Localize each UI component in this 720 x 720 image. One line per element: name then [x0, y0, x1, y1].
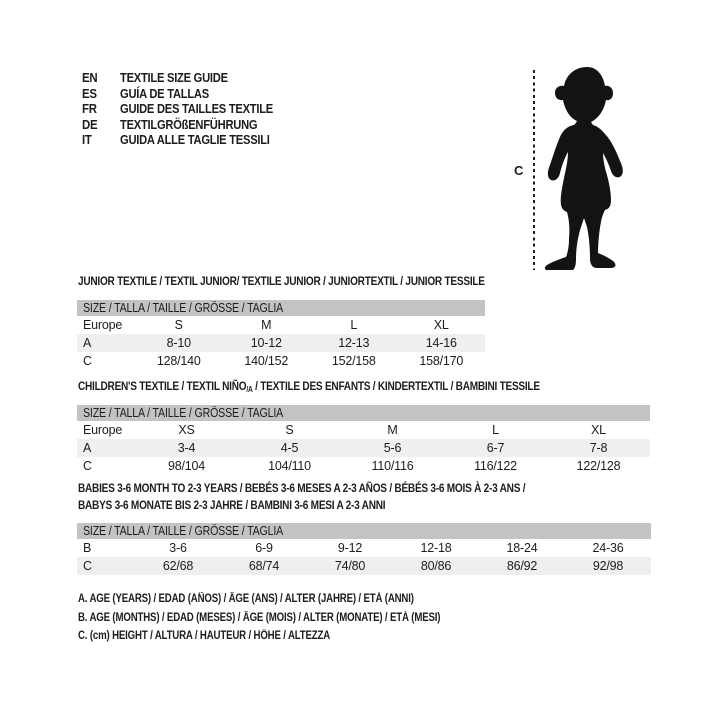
- cell: 3-4: [135, 439, 238, 457]
- children-table-title: CHILDREN'S TEXTILE / TEXTIL NIÑO/A / TEX…: [78, 378, 540, 399]
- table-row: A 3-4 4-5 5-6 6-7 7-8: [77, 439, 650, 457]
- cell: S: [174, 318, 183, 332]
- cell: 62/68: [135, 557, 221, 575]
- row-label: B: [83, 541, 92, 555]
- cell: 6-9: [255, 541, 273, 555]
- table-header-label: SIZE / TALLA / TAILLE / GRÖSSE / TAGLIA: [83, 301, 284, 315]
- table-row: A 8-10 10-12 12-13 14-16: [77, 334, 485, 352]
- legend-line-c: C. (cm) HEIGHT / ALTURA / HAUTEUR / HÖHE…: [78, 630, 331, 642]
- table-row: Europe S M L XL: [77, 316, 485, 334]
- cell: 74/80: [307, 557, 393, 575]
- language-code: ES: [82, 85, 97, 101]
- cell: M: [387, 423, 398, 437]
- cell: S: [285, 423, 294, 437]
- cell: 24-36: [592, 541, 624, 555]
- cell: XL: [433, 318, 449, 332]
- cell: 152/158: [331, 354, 376, 368]
- cell: 8-10: [135, 334, 223, 352]
- table-row: C 128/140 140/152 152/158 158/170: [77, 352, 485, 370]
- cell: 18-24: [506, 541, 538, 555]
- language-row: ES GUÍA DE TALLAS: [82, 86, 298, 102]
- table-header-bar: SIZE / TALLA / TAILLE / GRÖSSE / TAGLIA: [77, 523, 651, 539]
- cell: 140/152: [244, 354, 289, 368]
- cell: 116/122: [474, 459, 517, 473]
- children-title-post: / TEXTILE DES ENFANTS / KINDERTEXTIL / B…: [252, 379, 540, 393]
- children-title-pre: CHILDREN'S TEXTILE / TEXTIL NIÑO: [78, 379, 247, 393]
- language-label: GUIDA ALLE TAGLIE TESSILI: [120, 132, 270, 148]
- cell: 14-16: [397, 334, 485, 352]
- language-label: TEXTILE SIZE GUIDE: [120, 70, 228, 86]
- table-header-label: SIZE / TALLA / TAILLE / GRÖSSE / TAGLIA: [83, 524, 284, 538]
- cell: 12-13: [310, 334, 398, 352]
- babies-size-table: SIZE / TALLA / TAILLE / GRÖSSE / TAGLIA …: [77, 523, 651, 575]
- table-row: C 98/104 104/110 110/116 116/122 122/128: [77, 457, 650, 475]
- height-measure-dashed-line: [533, 70, 535, 270]
- cell: 158/170: [419, 354, 464, 368]
- language-label: GUÍA DE TALLAS: [120, 85, 209, 101]
- babies-title-line1: BABIES 3-6 MONTH TO 2-3 YEARS / BEBÉS 3-…: [78, 481, 526, 495]
- cell: 7-8: [547, 439, 650, 457]
- cell: 122/128: [576, 459, 621, 473]
- junior-size-table: SIZE / TALLA / TAILLE / GRÖSSE / TAGLIA …: [77, 300, 485, 370]
- cell: 12-18: [420, 541, 452, 555]
- cell: 6-7: [444, 439, 547, 457]
- cell: XL: [591, 423, 606, 437]
- table-header-label: SIZE / TALLA / TAILLE / GRÖSSE / TAGLIA: [83, 406, 284, 420]
- cell: 110/116: [371, 459, 414, 473]
- row-label: Europe: [83, 318, 123, 332]
- cell: 86/92: [479, 557, 565, 575]
- cell: 80/86: [393, 557, 479, 575]
- children-title-sub: /A: [246, 385, 253, 394]
- row-label: C: [83, 354, 92, 368]
- language-code: FR: [82, 101, 97, 117]
- language-code: IT: [82, 132, 92, 148]
- junior-table-title: JUNIOR TEXTILE / TEXTIL JUNIOR/ TEXTILE …: [78, 274, 485, 288]
- language-row: DE TEXTILGRÖßENFÜHRUNG: [82, 117, 298, 133]
- table-header-bar: SIZE / TALLA / TAILLE / GRÖSSE / TAGLIA: [77, 300, 485, 316]
- measure-label-c: C: [514, 163, 524, 178]
- language-code: DE: [82, 116, 98, 132]
- cell: 98/104: [167, 459, 206, 473]
- toddler-silhouette-icon: [544, 67, 623, 270]
- cell: 4-5: [238, 439, 341, 457]
- babies-table-title: BABIES 3-6 MONTH TO 2-3 YEARS / BEBÉS 3-…: [78, 480, 526, 513]
- cell: 10-12: [222, 334, 310, 352]
- language-label: GUIDE DES TAILLES TEXTILE: [120, 101, 273, 117]
- language-row: EN TEXTILE SIZE GUIDE: [82, 70, 298, 86]
- cell: 3-6: [169, 541, 187, 555]
- row-label: C: [83, 459, 92, 473]
- row-label: A: [77, 334, 135, 352]
- cell: 92/98: [565, 557, 651, 575]
- table-header-bar: SIZE / TALLA / TAILLE / GRÖSSE / TAGLIA: [77, 405, 650, 421]
- cell: L: [492, 423, 499, 437]
- cell: M: [261, 318, 272, 332]
- cell: XS: [178, 423, 195, 437]
- language-code: EN: [82, 70, 98, 86]
- measurement-legend: A. AGE (YEARS) / EDAD (AÑOS) / ÂGE (ANS)…: [78, 590, 509, 646]
- legend-line-b: B. AGE (MONTHS) / EDAD (MESES) / ÂGE (MO…: [78, 611, 441, 624]
- cell: 5-6: [341, 439, 444, 457]
- cell: 104/110: [268, 459, 311, 473]
- cell: 128/140: [156, 354, 201, 368]
- cell: 9-12: [337, 541, 363, 555]
- babies-title-line2: BABYS 3-6 MONATE BIS 2-3 JAHRE / BAMBINI…: [78, 497, 386, 512]
- legend-line-a: A. AGE (YEARS) / EDAD (AÑOS) / ÂGE (ANS)…: [78, 593, 414, 605]
- language-label: TEXTILGRÖßENFÜHRUNG: [120, 116, 258, 132]
- language-row: FR GUIDE DES TAILLES TEXTILE: [82, 101, 298, 117]
- row-label: A: [77, 439, 135, 457]
- table-row: C 62/68 68/74 74/80 80/86 86/92 92/98: [77, 557, 651, 575]
- children-size-table: SIZE / TALLA / TAILLE / GRÖSSE / TAGLIA …: [77, 405, 650, 475]
- table-row: B 3-6 6-9 9-12 12-18 18-24 24-36: [77, 539, 651, 557]
- table-row: Europe XS S M L XL: [77, 421, 650, 439]
- cell: L: [350, 318, 358, 332]
- cell: 68/74: [221, 557, 307, 575]
- row-label: Europe: [83, 423, 123, 437]
- row-label: C: [77, 557, 135, 575]
- language-row: IT GUIDA ALLE TAGLIE TESSILI: [82, 132, 298, 148]
- language-list: EN TEXTILE SIZE GUIDE ES GUÍA DE TALLAS …: [82, 70, 298, 148]
